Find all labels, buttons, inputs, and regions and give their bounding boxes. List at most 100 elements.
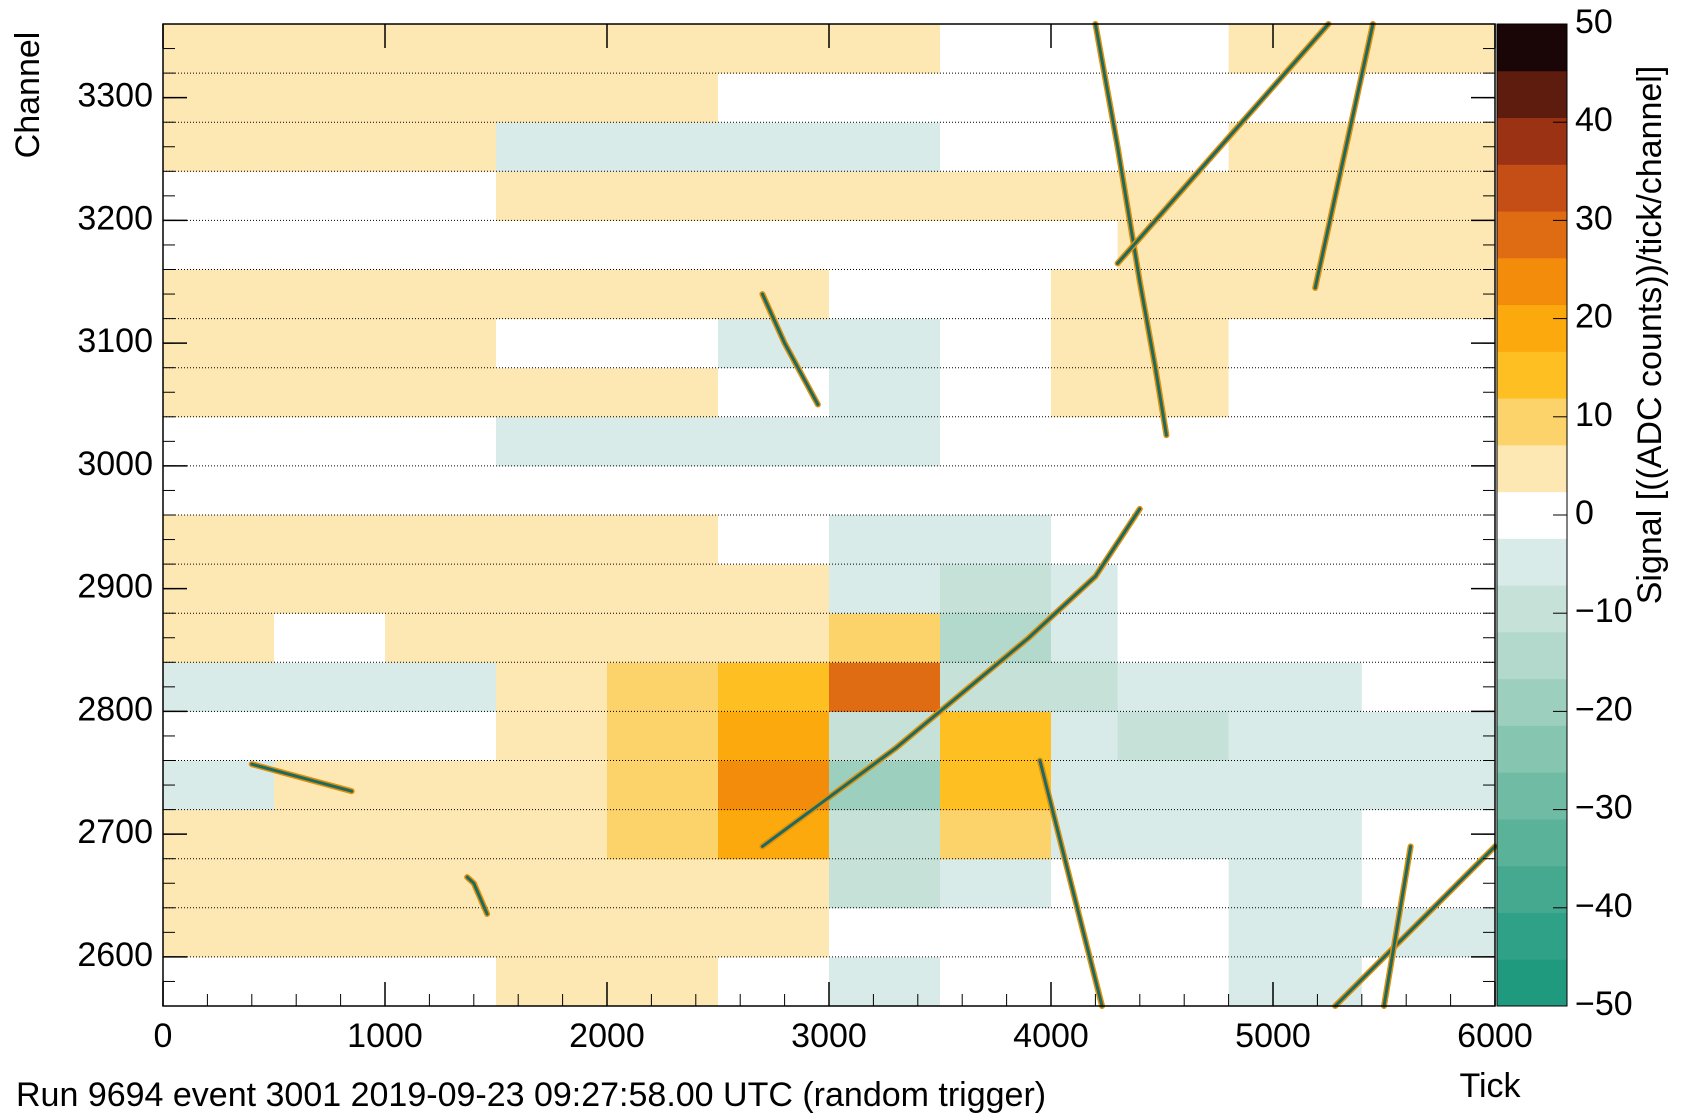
heatmap-cell	[718, 318, 830, 369]
heatmap-cell	[607, 122, 719, 172]
heatmap-cell	[1051, 711, 1119, 761]
heatmap-cell	[274, 662, 386, 712]
heatmap-cell	[1117, 760, 1230, 811]
heatmap-cell	[829, 613, 941, 663]
heatmap-cell	[163, 24, 275, 74]
heatmap-cell	[496, 367, 608, 418]
colorbar-tick-label: 0	[1575, 494, 1594, 532]
heatmap-cell	[940, 613, 1052, 663]
heatmap-cell	[607, 760, 719, 811]
heatmap-cell	[1361, 269, 1496, 320]
heatmap-cell	[829, 809, 941, 860]
colorbar-swatch	[1497, 398, 1567, 446]
colorbar-swatch	[1497, 257, 1567, 306]
heatmap-cell	[718, 122, 830, 172]
track	[1093, 22, 1168, 437]
heatmap-cell	[274, 122, 386, 172]
heatmap-cell	[1117, 73, 1230, 123]
heatmap-cell	[385, 662, 497, 712]
heatmap-cell	[718, 760, 830, 811]
colorbar-tick-label: 30	[1575, 199, 1613, 237]
track	[1038, 759, 1104, 1008]
heatmap-cell	[385, 122, 497, 172]
x-tick-label: 1000	[347, 1017, 423, 1055]
heatmap-cell	[607, 662, 719, 712]
heatmap-cell	[1051, 858, 1119, 909]
y-tick-label: 2800	[77, 690, 153, 728]
heatmap-cell	[1361, 416, 1496, 467]
heatmap-cell	[1051, 613, 1119, 663]
heatmap-cell	[940, 73, 1052, 123]
heatmap-cell	[718, 613, 830, 663]
track	[1116, 22, 1330, 265]
colorbar-swatch	[1497, 772, 1567, 820]
colorbar-swatch	[1497, 912, 1567, 960]
heatmap-cell	[718, 858, 830, 909]
colorbar-swatch	[1497, 585, 1567, 633]
heatmap-cell	[385, 515, 497, 565]
heatmap-cell	[274, 318, 386, 369]
heatmap-cell	[1228, 662, 1363, 712]
heatmap-cell	[496, 956, 608, 1007]
heatmap-cell	[385, 367, 497, 418]
heatmap-cell	[1361, 220, 1496, 270]
heatmap-cell	[1117, 711, 1230, 761]
y-tick-label: 2700	[77, 813, 153, 851]
heatmap-cell	[718, 515, 830, 565]
heatmap-cell	[385, 613, 497, 663]
heatmap-cell	[496, 515, 608, 565]
heatmap-cell	[496, 711, 608, 761]
heatmap-cell	[1228, 24, 1363, 74]
heatmap-cell	[1228, 515, 1363, 565]
heatmap-cell	[274, 907, 386, 958]
x-tick-label: 4000	[1013, 1017, 1089, 1055]
heatmap-cell	[496, 564, 608, 614]
colorbar-label: Signal [((ADC counts))/tick/channel]	[1631, 66, 1669, 605]
y-tick-label: 3300	[77, 77, 153, 115]
heatmap-cell	[1117, 465, 1230, 516]
heatmap-cell	[718, 907, 830, 958]
heatmap-cell	[274, 24, 386, 74]
heatmap-cell	[1361, 24, 1496, 74]
colorbar-tick-label: −50	[1575, 985, 1633, 1023]
heatmap-cell	[607, 711, 719, 761]
heatmap-cell	[163, 515, 275, 565]
heatmap-cell	[829, 416, 941, 467]
heatmap-cell	[940, 416, 1052, 467]
heatmap-cell	[163, 662, 275, 712]
heatmap-cell	[718, 711, 830, 761]
heatmap-cell	[940, 956, 1052, 1007]
track	[250, 762, 354, 793]
heatmap-cell	[1117, 858, 1230, 909]
heatmap-cell	[274, 858, 386, 909]
heatmap-cell	[385, 809, 497, 860]
heatmap-cell	[940, 564, 1052, 614]
heatmap-cell	[940, 858, 1052, 909]
heatmap-cell	[496, 171, 608, 221]
heatmap-cell	[163, 122, 275, 172]
x-tick-label: 5000	[1235, 1017, 1311, 1055]
footer: Run 9694 event 3001 2019-09-23 09:27:58.…	[16, 1076, 1046, 1113]
heatmap-cell	[607, 318, 719, 369]
heatmap-cell	[829, 367, 941, 418]
heatmap-cell	[163, 858, 275, 909]
track	[1382, 844, 1413, 1008]
heatmap-cell	[1361, 613, 1496, 663]
heatmap-cell	[496, 416, 608, 467]
y-axis-label: Channel	[9, 32, 47, 159]
heatmap-cell	[1228, 269, 1363, 320]
heatmap-cell	[1228, 907, 1363, 958]
x-tick-label: 0	[154, 1017, 173, 1055]
heatmap-cell	[1051, 171, 1119, 221]
colorbar-swatch	[1497, 678, 1567, 726]
heatmap-cell	[940, 318, 1052, 369]
heatmap-cell	[274, 809, 386, 860]
heatmap-cell	[385, 24, 497, 74]
colorbar-tick-label: −10	[1575, 592, 1633, 630]
heatmap-cell	[1361, 515, 1496, 565]
colorbar-swatch	[1497, 164, 1567, 212]
track	[1313, 22, 1375, 290]
heatmap-cell	[496, 24, 608, 74]
heatmap-cell	[1228, 465, 1363, 516]
